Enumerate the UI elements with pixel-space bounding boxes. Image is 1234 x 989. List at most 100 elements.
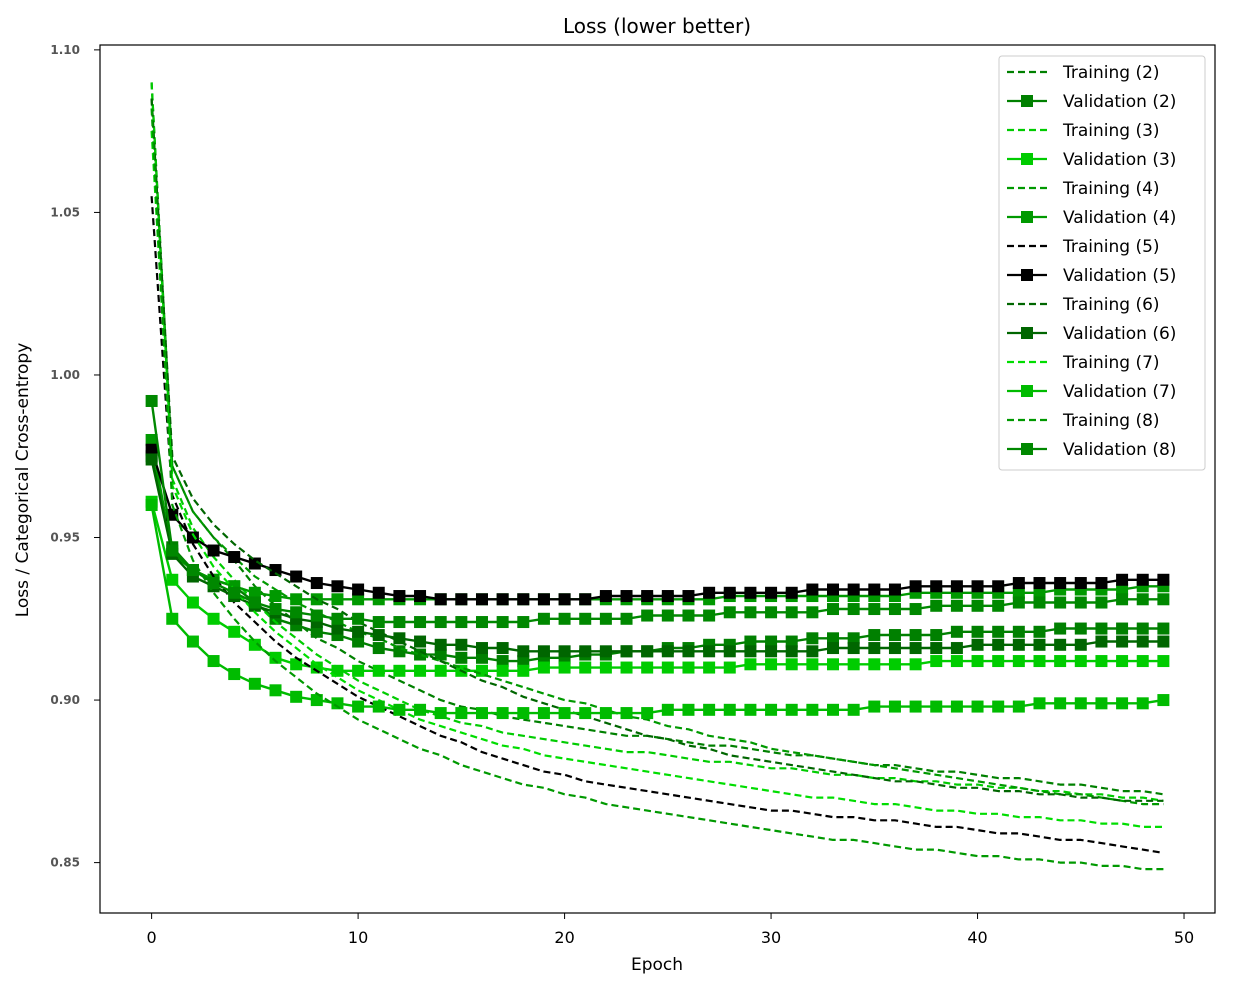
legend-label: Training (2) bbox=[1062, 63, 1160, 83]
data-point-marker bbox=[992, 638, 1005, 651]
data-point-marker bbox=[269, 684, 282, 697]
data-point-marker bbox=[579, 707, 592, 720]
data-point-marker bbox=[827, 703, 840, 716]
data-point-marker bbox=[434, 648, 447, 661]
x-tick-label: 40 bbox=[967, 928, 987, 947]
data-point-marker bbox=[186, 531, 199, 544]
data-point-marker bbox=[765, 703, 778, 716]
x-tick-label: 0 bbox=[147, 928, 157, 947]
data-point-marker bbox=[331, 697, 344, 710]
chart-title: Loss (lower better) bbox=[563, 14, 751, 38]
data-point-marker bbox=[744, 645, 757, 658]
data-point-marker bbox=[1116, 635, 1129, 648]
legend-item: Training (7) bbox=[1007, 353, 1160, 373]
series-line bbox=[150, 131, 1164, 829]
data-point-marker bbox=[434, 638, 447, 651]
data-point-marker bbox=[703, 703, 716, 716]
data-point-marker bbox=[888, 629, 901, 642]
plot-frame bbox=[99, 44, 1216, 914]
data-point-marker bbox=[1033, 638, 1046, 651]
data-point-marker bbox=[765, 645, 778, 658]
data-point-marker bbox=[827, 642, 840, 655]
data-point-marker bbox=[1116, 573, 1129, 586]
data-point-marker bbox=[434, 616, 447, 629]
data-point-marker bbox=[372, 629, 385, 642]
data-point-marker bbox=[1054, 577, 1067, 590]
data-point-marker bbox=[1074, 655, 1087, 668]
data-point-marker bbox=[475, 593, 488, 606]
data-point-marker bbox=[475, 616, 488, 629]
data-point-marker bbox=[414, 616, 427, 629]
data-point-marker bbox=[248, 557, 261, 570]
legend-item: Validation (4) bbox=[1007, 208, 1176, 228]
data-point-marker bbox=[558, 645, 571, 658]
data-point-marker bbox=[909, 658, 922, 671]
legend-item: Validation (6) bbox=[1007, 324, 1176, 344]
data-point-marker bbox=[145, 453, 158, 466]
data-point-marker bbox=[1116, 697, 1129, 710]
data-point-marker bbox=[352, 625, 365, 638]
data-point-marker bbox=[269, 590, 282, 603]
data-point-marker bbox=[1033, 596, 1046, 609]
data-point-marker bbox=[785, 606, 798, 619]
legend-label: Validation (4) bbox=[1063, 208, 1176, 228]
data-point-marker bbox=[537, 645, 550, 658]
data-point-marker bbox=[455, 651, 468, 664]
data-point-marker bbox=[310, 577, 323, 590]
data-point-marker bbox=[599, 590, 612, 603]
data-point-marker bbox=[455, 638, 468, 651]
legend-label: Validation (6) bbox=[1063, 324, 1176, 344]
data-point-marker bbox=[661, 645, 674, 658]
data-point-marker bbox=[310, 661, 323, 674]
legend-swatch-marker bbox=[1021, 385, 1033, 397]
data-point-marker bbox=[847, 583, 860, 596]
data-point-marker bbox=[723, 645, 736, 658]
data-point-marker bbox=[806, 703, 819, 716]
data-point-marker bbox=[703, 661, 716, 674]
data-point-marker bbox=[1095, 655, 1108, 668]
data-point-marker bbox=[744, 606, 757, 619]
series-line bbox=[150, 108, 1164, 871]
legend-label: Training (8) bbox=[1062, 411, 1160, 431]
data-point-marker bbox=[888, 583, 901, 596]
legend-label: Training (6) bbox=[1062, 295, 1160, 315]
y-axis-label: Loss / Categorical Cross-entropy bbox=[13, 343, 33, 618]
data-point-marker bbox=[166, 612, 179, 625]
legend-item: Training (4) bbox=[1007, 179, 1160, 199]
data-point-marker bbox=[269, 651, 282, 664]
data-point-marker bbox=[930, 599, 943, 612]
data-point-marker bbox=[1012, 577, 1025, 590]
data-point-marker bbox=[517, 655, 530, 668]
data-point-marker bbox=[393, 590, 406, 603]
data-point-marker bbox=[290, 658, 303, 671]
data-point-marker bbox=[372, 586, 385, 599]
data-point-marker bbox=[248, 638, 261, 651]
data-point-marker bbox=[847, 642, 860, 655]
data-point-marker bbox=[331, 622, 344, 635]
data-point-marker bbox=[145, 499, 158, 512]
data-point-marker bbox=[352, 635, 365, 648]
data-point-marker bbox=[290, 570, 303, 583]
data-point-marker bbox=[393, 664, 406, 677]
data-point-marker bbox=[847, 603, 860, 616]
legend-swatch-marker bbox=[1021, 443, 1033, 455]
data-point-marker bbox=[744, 703, 757, 716]
legend-item: Training (5) bbox=[1007, 237, 1160, 257]
data-point-marker bbox=[950, 599, 963, 612]
data-point-marker bbox=[661, 590, 674, 603]
legend-swatch-marker bbox=[1021, 153, 1033, 165]
data-point-marker bbox=[537, 707, 550, 720]
data-point-marker bbox=[496, 616, 509, 629]
data-point-marker bbox=[455, 707, 468, 720]
data-point-marker bbox=[847, 658, 860, 671]
data-point-marker bbox=[290, 593, 303, 606]
legend-item: Training (8) bbox=[1007, 411, 1160, 431]
data-point-marker bbox=[868, 642, 881, 655]
data-point-marker bbox=[930, 642, 943, 655]
data-point-marker bbox=[765, 635, 778, 648]
data-point-marker bbox=[1054, 655, 1067, 668]
y-tick-label: 0.85 bbox=[50, 856, 80, 870]
data-point-marker bbox=[827, 583, 840, 596]
legend-item: Training (6) bbox=[1007, 295, 1160, 315]
data-point-marker bbox=[1136, 697, 1149, 710]
